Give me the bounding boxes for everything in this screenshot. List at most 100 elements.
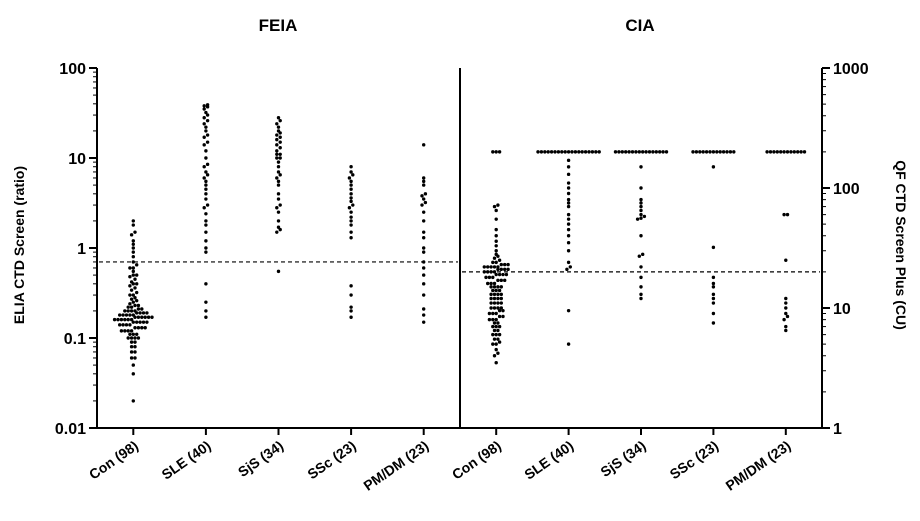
- data-point: [275, 176, 279, 180]
- data-point: [489, 265, 493, 269]
- data-point: [423, 200, 428, 205]
- data-point: [639, 292, 643, 297]
- data-point: [129, 345, 134, 349]
- data-point: [276, 125, 281, 129]
- data-point: [785, 150, 790, 154]
- data-point: [204, 219, 208, 223]
- data-point: [129, 329, 134, 333]
- data-point: [732, 150, 736, 154]
- data-point: [123, 317, 127, 322]
- x-category-label: Con (98): [449, 437, 504, 482]
- data-point: [711, 150, 716, 154]
- data-point: [691, 150, 695, 154]
- data-point: [728, 150, 733, 154]
- data-point: [128, 302, 132, 306]
- data-point: [718, 150, 722, 154]
- data-point: [711, 301, 716, 305]
- data-point: [422, 266, 426, 270]
- data-point: [566, 260, 571, 265]
- data-point: [494, 260, 498, 265]
- data-point: [276, 225, 281, 229]
- data-point: [347, 176, 352, 180]
- data-point: [131, 300, 135, 304]
- data-point: [494, 244, 498, 248]
- data-point: [126, 329, 130, 333]
- data-point: [128, 266, 132, 270]
- data-point: [499, 262, 503, 267]
- x-category-label: PM/DM (23): [360, 437, 431, 493]
- data-point: [634, 150, 638, 154]
- data-point: [123, 309, 127, 313]
- data-point: [202, 206, 206, 210]
- data-point: [141, 311, 146, 315]
- data-point: [422, 260, 426, 264]
- data-point: [205, 140, 210, 144]
- data-point: [129, 233, 134, 237]
- data-point: [129, 297, 134, 301]
- panel-titles: FEIA CIA: [259, 16, 655, 35]
- x-category-label: SSc (23): [304, 437, 358, 482]
- data-point: [639, 186, 643, 190]
- data-point: [275, 149, 279, 153]
- data-point: [563, 150, 567, 154]
- data-point: [489, 292, 493, 297]
- data-point: [136, 326, 141, 330]
- data-point: [276, 192, 281, 196]
- data-point: [205, 173, 210, 177]
- data-point: [204, 239, 208, 243]
- data-point: [133, 309, 137, 313]
- data-point: [204, 129, 208, 133]
- data-point: [639, 234, 643, 238]
- data-point: [496, 267, 500, 272]
- data-point: [553, 150, 557, 154]
- data-point: [494, 249, 498, 253]
- data-point: [422, 143, 426, 147]
- data-point: [775, 150, 779, 154]
- data-point: [420, 203, 424, 207]
- data-point: [275, 230, 279, 234]
- data-point: [202, 176, 206, 180]
- data-point: [566, 212, 571, 217]
- data-point: [131, 269, 135, 274]
- data-point: [128, 293, 132, 297]
- data-point: [131, 313, 135, 317]
- data-point: [784, 296, 788, 301]
- data-point: [715, 150, 719, 154]
- data-point: [349, 210, 353, 214]
- data-point: [698, 150, 702, 154]
- data-point: [128, 323, 132, 327]
- data-point: [349, 192, 353, 196]
- data-point: [143, 315, 147, 319]
- data-point: [492, 265, 497, 269]
- data-point: [131, 332, 135, 336]
- data-point: [204, 125, 208, 129]
- data-point: [494, 252, 498, 257]
- data-point: [131, 273, 135, 277]
- data-point: [782, 317, 786, 322]
- data-point: [276, 165, 281, 169]
- data-point: [782, 150, 786, 154]
- data-point: [506, 267, 510, 272]
- data-point: [491, 150, 495, 154]
- data-point: [496, 278, 500, 283]
- data-point: [496, 292, 500, 297]
- data-point: [499, 306, 503, 310]
- data-point: [422, 320, 426, 324]
- data-point: [486, 270, 490, 274]
- data-point: [351, 173, 355, 177]
- data-point: [276, 219, 281, 223]
- data-point: [565, 267, 569, 272]
- data-point: [202, 143, 206, 147]
- data-point: [499, 301, 503, 305]
- data-point: [560, 150, 564, 154]
- data-point: [202, 104, 206, 108]
- data-point: [275, 133, 279, 137]
- data-point: [422, 313, 426, 317]
- data-point: [711, 281, 716, 286]
- data-point: [639, 208, 643, 213]
- data-point: [492, 270, 497, 274]
- data-point: [711, 275, 716, 280]
- data-point: [135, 298, 139, 303]
- data-point: [489, 301, 493, 305]
- data-point: [204, 250, 208, 254]
